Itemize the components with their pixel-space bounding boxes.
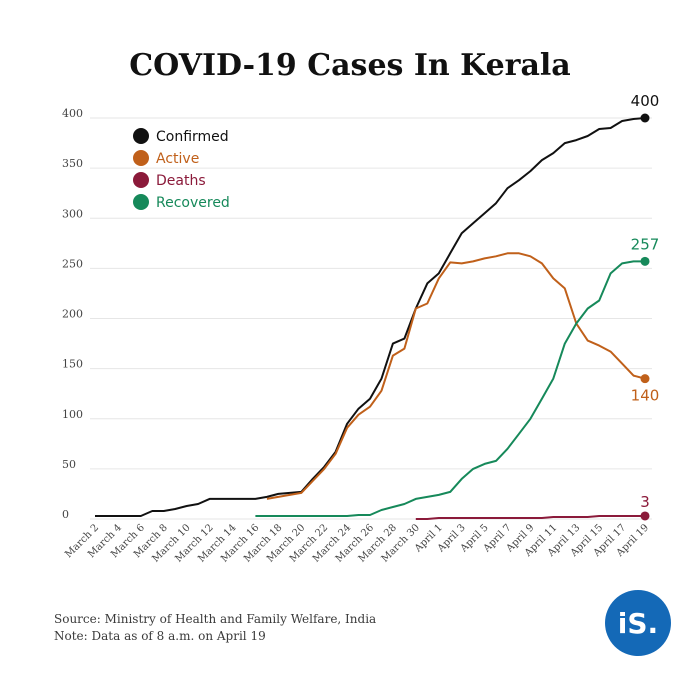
series-line-recovered <box>255 260 645 517</box>
end-label-active: 140 <box>631 387 660 405</box>
y-tick-label: 350 <box>62 157 83 170</box>
end-marker-recovered <box>640 256 650 266</box>
legend-dot-confirmed <box>133 128 149 144</box>
y-tick-label: 300 <box>62 207 83 220</box>
end-marker-active <box>640 374 650 384</box>
end-label-confirmed: 400 <box>631 92 660 110</box>
end-label-deaths: 3 <box>640 493 650 511</box>
legend-label-active: Active <box>156 151 199 167</box>
source-note: Source: Ministry of Health and Family We… <box>54 612 377 626</box>
legend-dot-deaths <box>133 172 149 188</box>
y-tick-label: 200 <box>62 308 83 321</box>
y-tick-label: 400 <box>62 107 83 120</box>
end-marker-deaths <box>640 511 650 521</box>
chart-footer: Source: Ministry of Health and Family We… <box>54 611 376 645</box>
legend-dot-recovered <box>133 194 149 210</box>
end-marker-confirmed <box>640 113 650 123</box>
y-tick-label: 100 <box>62 408 83 421</box>
y-tick-label: 0 <box>62 508 69 521</box>
legend-label-confirmed: Confirmed <box>156 129 229 145</box>
end-label-recovered: 257 <box>631 235 660 253</box>
brand-logo: iS. <box>605 590 671 656</box>
legend-label-recovered: Recovered <box>156 195 230 211</box>
series-line-confirmed <box>95 117 646 517</box>
legend-dot-active <box>133 150 149 166</box>
y-tick-label: 150 <box>62 358 83 371</box>
series-line-deaths <box>415 515 645 520</box>
y-tick-label: 250 <box>62 257 83 270</box>
data-note: Note: Data as of 8 a.m. on April 19 <box>54 629 266 643</box>
chart-title: COVID-19 Cases In Kerala <box>129 48 571 83</box>
legend-label-deaths: Deaths <box>156 173 206 189</box>
y-tick-label: 50 <box>62 458 76 471</box>
series-line-active <box>266 252 646 500</box>
